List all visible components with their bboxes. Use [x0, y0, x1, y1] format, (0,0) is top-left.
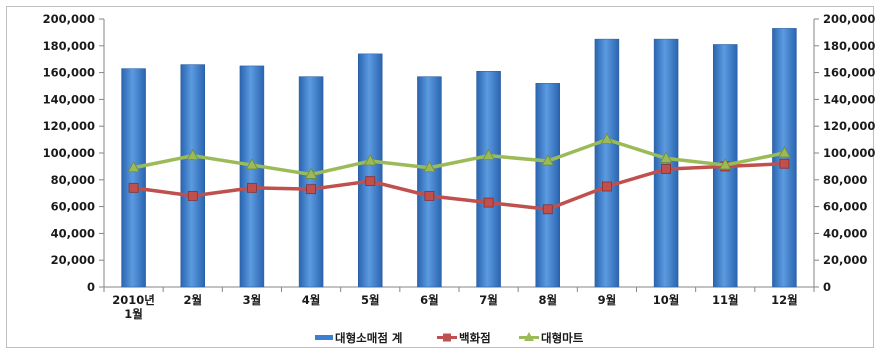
x-tick-label: 3월 [243, 293, 262, 307]
x-tick-label-line: 5월 [361, 293, 380, 307]
legend-item: 대형소매점 계 [315, 331, 402, 345]
y2-tick-label-right: 180,000 [823, 39, 875, 53]
y2-tick-label-right: 80,000 [823, 173, 867, 187]
line-point [365, 176, 376, 187]
line-point [364, 154, 377, 166]
line-point [187, 190, 198, 201]
line-point [306, 184, 316, 195]
x-tick-label-line: 9월 [598, 293, 617, 307]
line-point [128, 182, 139, 193]
y2-tick-label-right: 100,000 [823, 146, 875, 160]
y-tick-label-left: 80,000 [51, 173, 95, 187]
line-series [127, 132, 791, 215]
bar [535, 83, 560, 288]
x-tick-label-line: 7월 [479, 293, 498, 307]
y2-tick-label-right: 0 [823, 280, 831, 294]
y-tick-label-left: 40,000 [51, 226, 95, 240]
series-line [133, 137, 785, 177]
bar [239, 65, 265, 288]
x-tick-label-line: 6월 [420, 293, 439, 307]
line-point [602, 181, 612, 192]
bar [180, 64, 205, 288]
y2-tick-label-right: 40,000 [823, 226, 867, 240]
x-tick-label: 9월 [598, 293, 617, 307]
line-point [542, 204, 553, 215]
line-point [247, 182, 257, 193]
y-tick-label-left: 0 [87, 280, 95, 294]
bar [358, 53, 383, 288]
legend-item: 대형마트 [519, 331, 584, 345]
bar [121, 68, 146, 288]
y2-tick-label-right: 120,000 [823, 119, 875, 133]
x-tick-label: 5월 [361, 293, 380, 307]
x-tick-label-line: 11월 [712, 293, 739, 307]
x-tick-label: 12월 [771, 293, 798, 307]
x-tick-label-line: 1월 [124, 307, 143, 321]
legend-swatch [315, 335, 333, 340]
x-tick-label-line: 8월 [538, 293, 557, 307]
legend-swatch-marker [524, 332, 534, 341]
combo-chart: 0 0 20,000 20,000 40,000 40,000 60,000 60,000 80… [43, 12, 875, 345]
series-line [133, 161, 785, 212]
x-tick-label-line: 3월 [243, 293, 262, 307]
legend: 대형소매점 계 백화점 대형마트 [315, 331, 584, 345]
line-point [482, 148, 495, 161]
line-point [127, 160, 140, 173]
bar [417, 76, 442, 288]
line-point [186, 148, 199, 161]
line-point [600, 132, 614, 145]
y-tick-label-left: 200,000 [43, 12, 95, 26]
y-tick-label-left: 140,000 [43, 92, 95, 106]
bar [476, 71, 501, 288]
y2-tick-label-right: 160,000 [823, 66, 875, 80]
bar [772, 28, 797, 288]
x-tick-label-line: 2월 [183, 293, 202, 307]
line-point [778, 146, 791, 158]
legend-label: 백화점 [459, 331, 491, 345]
y-tick-label-left: 20,000 [51, 253, 95, 267]
x-tick-label: 6월 [420, 293, 439, 307]
legend-label: 대형마트 [541, 331, 584, 345]
line-point [779, 158, 790, 169]
x-tick-label-line: 12월 [771, 293, 798, 307]
axes: 0 0 20,000 20,000 40,000 40,000 60,000 60,000 80… [43, 12, 875, 321]
x-tick-label: 8월 [538, 293, 557, 307]
bar [653, 38, 679, 288]
line-point [659, 151, 673, 163]
line-point [541, 154, 554, 166]
bar [594, 38, 620, 288]
y-tick-label-left: 180,000 [43, 39, 95, 53]
line-point [245, 158, 259, 170]
chart-frame: 0 0 20,000 20,000 40,000 40,000 60,000 60,000 80… [6, 6, 875, 348]
x-tick-label-line: 2010년 [112, 293, 155, 307]
line-point [483, 197, 494, 208]
line-point [719, 158, 732, 170]
line-point [423, 160, 436, 173]
bar-series [121, 28, 797, 288]
y-tick-label-left: 120,000 [43, 119, 95, 133]
x-tick-label: 11월 [712, 293, 739, 307]
y-tick-label-left: 160,000 [43, 66, 95, 80]
legend-label: 대형소매점 계 [335, 331, 402, 345]
y2-tick-label-right: 140,000 [823, 92, 875, 106]
y2-tick-label-right: 200,000 [823, 12, 875, 26]
line-point [424, 190, 435, 201]
y2-tick-label-right: 60,000 [823, 200, 867, 214]
legend-swatch-marker [443, 333, 451, 342]
x-tick-label: 2010년 1월 [112, 293, 155, 321]
x-tick-label-line: 10월 [653, 293, 680, 307]
y-tick-label-left: 100,000 [43, 146, 95, 160]
line-point [304, 167, 318, 179]
legend-item: 백화점 [437, 331, 491, 345]
x-tick-label: 10월 [653, 293, 680, 307]
y2-tick-label-right: 20,000 [823, 253, 867, 267]
x-tick-label: 7월 [479, 293, 498, 307]
x-tick-label: 2월 [183, 293, 202, 307]
x-tick-label-line: 4월 [302, 293, 321, 307]
x-tick-label: 4월 [302, 293, 321, 307]
y-tick-label-left: 60,000 [51, 200, 95, 214]
bar [298, 76, 324, 288]
line-point [661, 164, 671, 174]
